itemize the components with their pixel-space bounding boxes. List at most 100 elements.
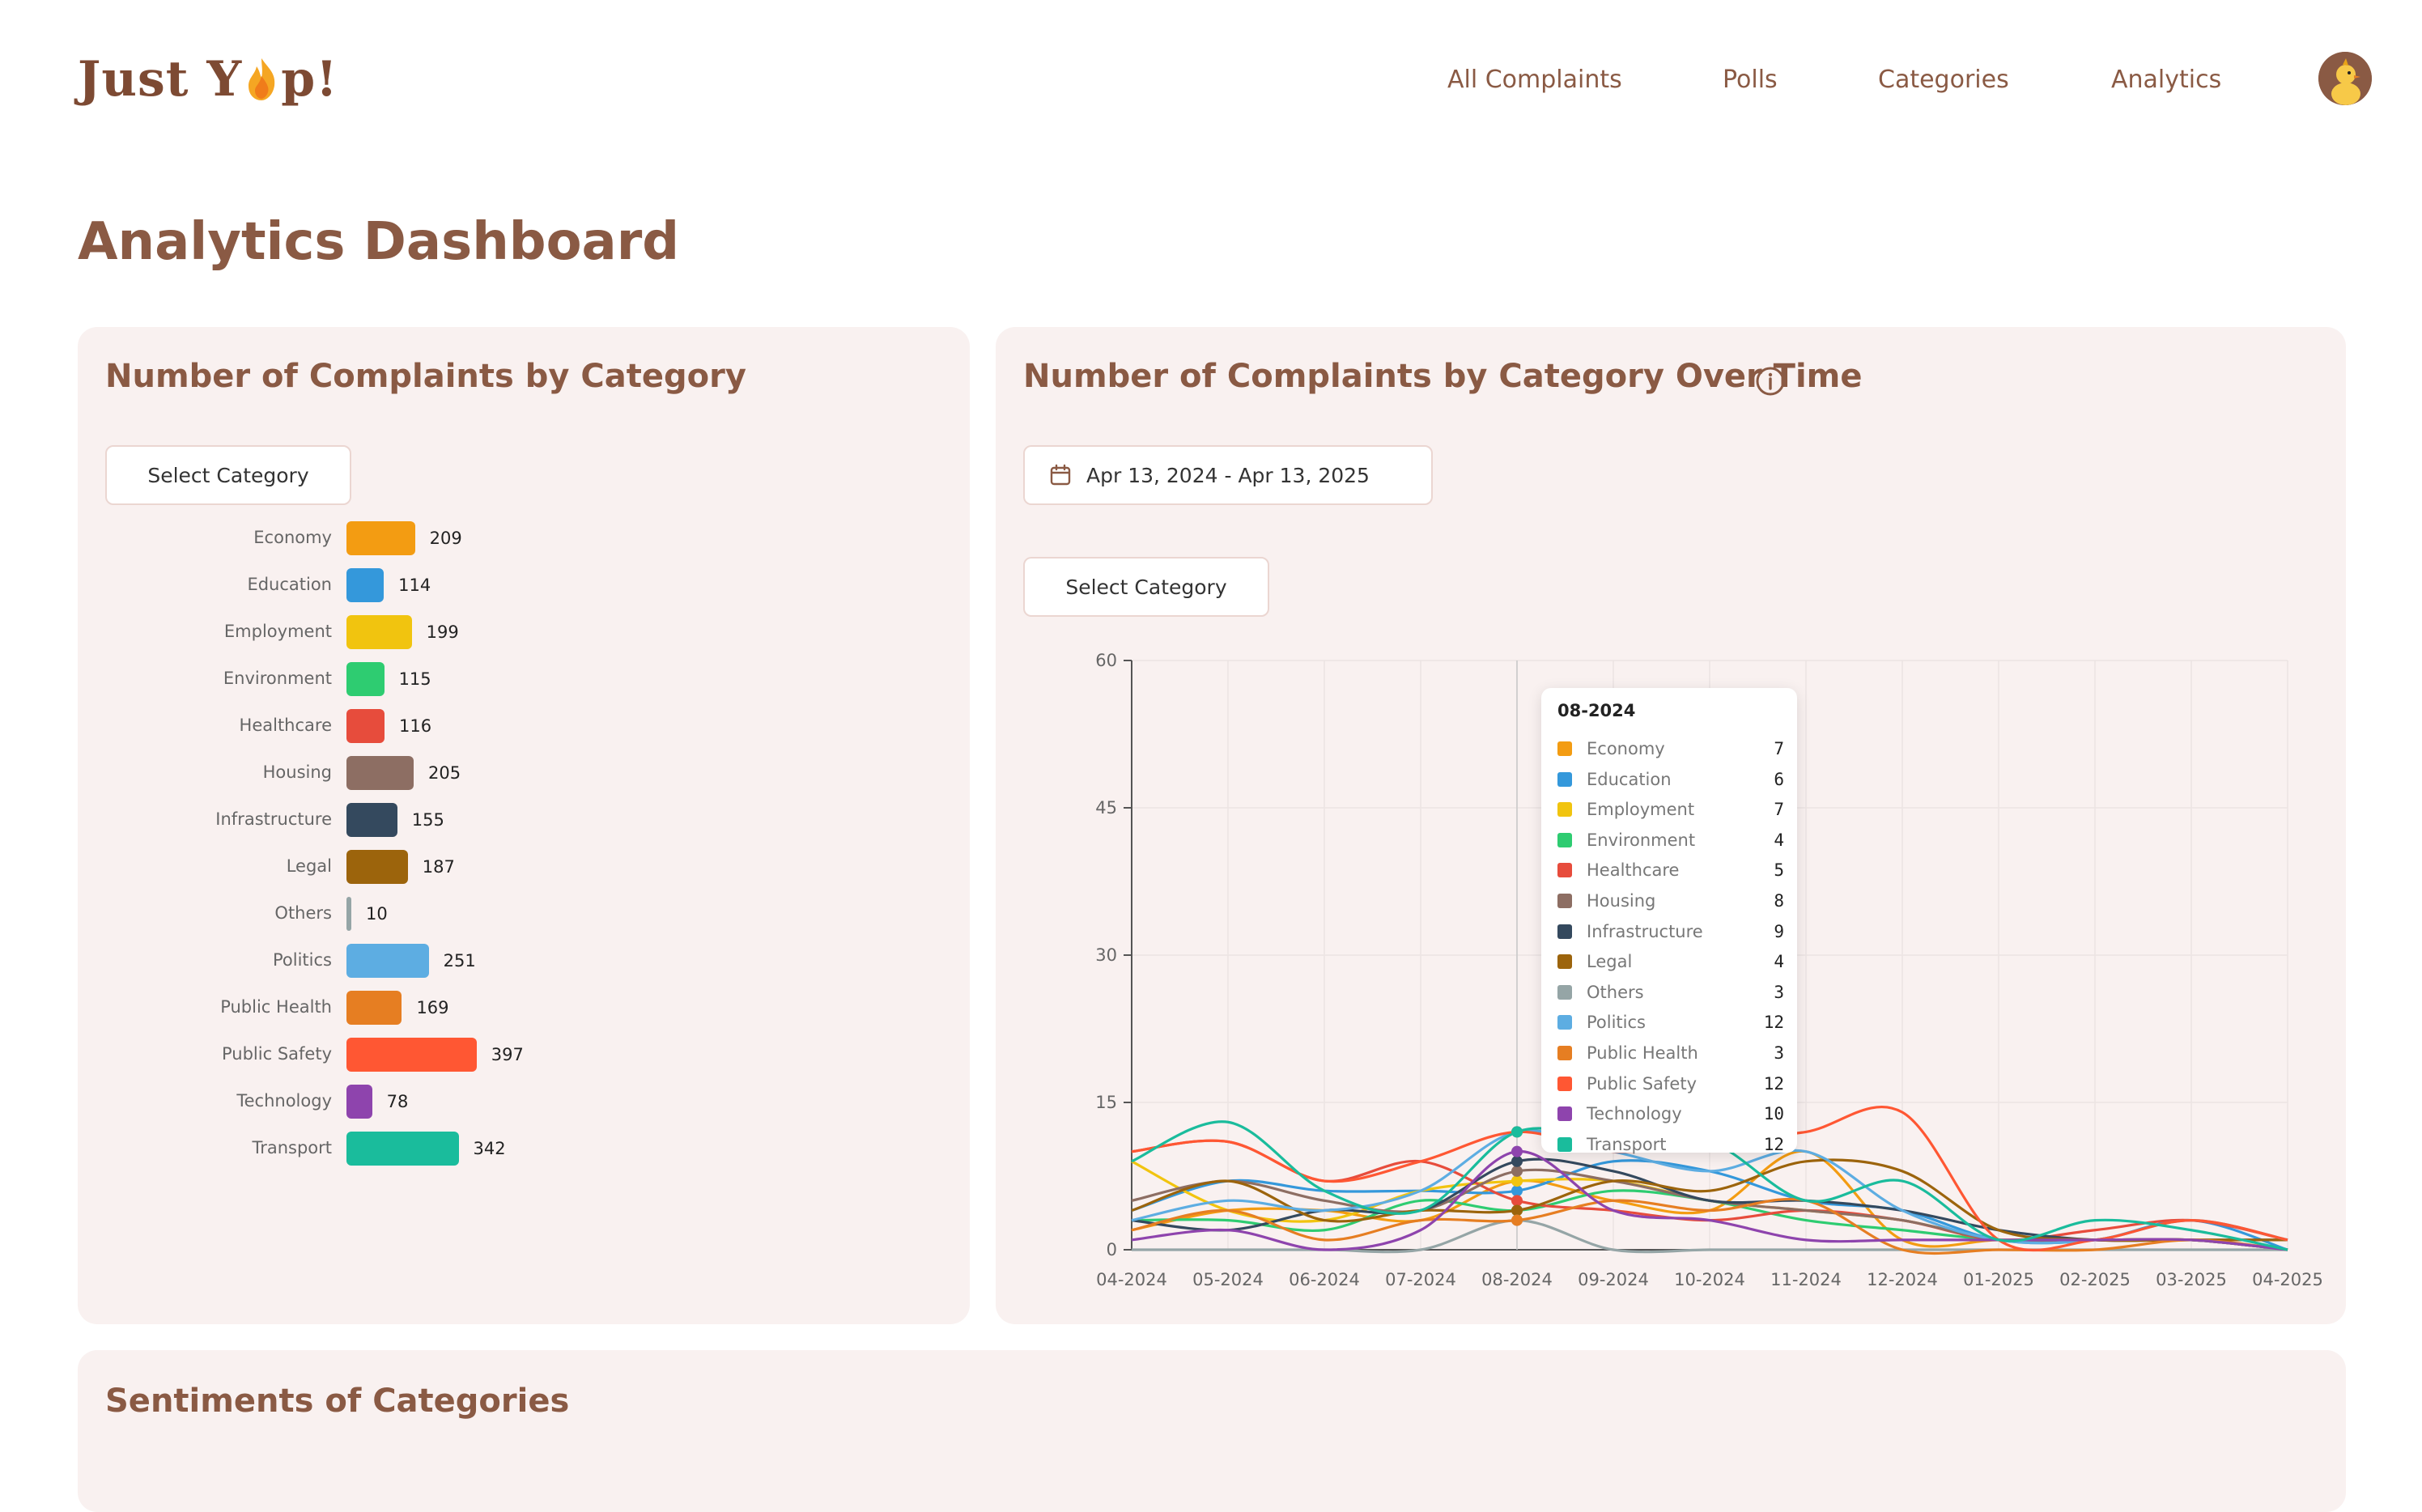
y-tick-label: 0	[1107, 1240, 1117, 1259]
series-line-technology	[1131, 1150, 2288, 1251]
legend-swatch	[1557, 832, 1572, 847]
tooltip-row-value: 12	[1763, 1073, 1784, 1094]
tooltip-row-label: Employment	[1587, 800, 1695, 820]
bar-value-label: 115	[398, 669, 431, 689]
bar-category-label: Healthcare	[239, 716, 332, 735]
bar-value-label: 116	[398, 716, 432, 736]
bar-infrastructure[interactable]	[346, 803, 397, 837]
bar-category-label: Education	[247, 575, 332, 594]
x-tick-label: 07-2024	[1385, 1270, 1456, 1289]
hover-point-housing	[1511, 1165, 1523, 1177]
bar-category-label: Transport	[252, 1138, 332, 1157]
calendar-icon	[1049, 464, 1072, 486]
tooltip-row: Transport 12	[1557, 1132, 1784, 1157]
tooltip-row-value: 9	[1774, 921, 1784, 941]
tooltip-row-label: Infrastructure	[1587, 921, 1703, 941]
tooltip-row-value: 8	[1774, 891, 1784, 911]
bar-public-safety[interactable]	[346, 1038, 477, 1072]
chart-tooltip: 08-2024 Economy 7 Education 6 Employment 7 Env…	[1541, 688, 1797, 1154]
x-tick-label: 11-2024	[1770, 1270, 1842, 1289]
complaints-by-category-card: Number of Complaints by Category Select …	[78, 327, 970, 1324]
tooltip-row-value: 5	[1774, 860, 1784, 881]
tooltip-row: Legal 4	[1557, 949, 1784, 974]
bar-technology[interactable]	[346, 1085, 372, 1119]
bar-category-label: Environment	[223, 669, 332, 688]
legend-swatch	[1557, 1106, 1572, 1122]
tooltip-row: Environment 4	[1557, 828, 1784, 852]
legend-swatch	[1557, 802, 1572, 818]
select-category-button[interactable]: Select Category	[1023, 557, 1269, 617]
tooltip-row-label: Politics	[1587, 1013, 1646, 1033]
x-tick-label: 04-2024	[1096, 1270, 1167, 1289]
tooltip-row: Economy 7	[1557, 737, 1784, 761]
tooltip-row-value: 7	[1774, 739, 1784, 758]
bar-legal[interactable]	[346, 850, 408, 884]
hover-point-education	[1511, 1185, 1523, 1197]
tooltip-row-value: 3	[1774, 1043, 1784, 1063]
x-tick-label: 04-2025	[2252, 1270, 2323, 1289]
bar-housing[interactable]	[346, 756, 414, 790]
bar-others[interactable]	[346, 897, 351, 931]
tooltip-row: Infrastructure 9	[1557, 920, 1784, 944]
flame-icon	[244, 57, 279, 102]
tooltip-row: Healthcare 5	[1557, 858, 1784, 882]
sentiments-card: Sentiments of Categories	[78, 1350, 2346, 1512]
legend-swatch	[1557, 954, 1572, 970]
bar-healthcare[interactable]	[346, 709, 385, 743]
hover-point-employment	[1511, 1175, 1523, 1187]
bar-category-label: Legal	[286, 856, 332, 876]
series-line-public-health	[1131, 1197, 2288, 1255]
bar-politics[interactable]	[346, 944, 429, 978]
tooltip-row: Housing 8	[1557, 889, 1784, 913]
legend-swatch	[1557, 863, 1572, 878]
nav-analytics[interactable]: Analytics	[2111, 65, 2222, 94]
bar-economy[interactable]	[346, 521, 415, 555]
date-range-text: Apr 13, 2024 - Apr 13, 2025	[1086, 463, 1370, 487]
logo[interactable]: Just Y p!	[78, 47, 338, 112]
logo-text-start: Just Y	[78, 51, 243, 108]
x-tick-label: 09-2024	[1578, 1270, 1649, 1289]
bar-education[interactable]	[346, 568, 385, 602]
tooltip-row-label: Others	[1587, 982, 1644, 1002]
tooltip-row: Public Safety 12	[1557, 1072, 1784, 1096]
legend-swatch	[1557, 771, 1572, 787]
legend-swatch	[1557, 894, 1572, 908]
date-range-picker[interactable]: Apr 13, 2024 - Apr 13, 2025	[1023, 445, 1433, 505]
tooltip-row-label: Public Safety	[1587, 1073, 1697, 1094]
bar-value-label: 199	[426, 622, 459, 642]
bar-public-health[interactable]	[346, 991, 402, 1025]
y-tick-label: 60	[1095, 651, 1117, 670]
select-category-button[interactable]: Select Category	[105, 445, 351, 505]
x-tick-label: 02-2025	[2059, 1270, 2131, 1289]
tooltip-row-value: 7	[1774, 800, 1784, 820]
tooltip-row: Technology 10	[1557, 1102, 1784, 1126]
tooltip-row-label: Public Health	[1587, 1043, 1698, 1063]
bar-value-label: 397	[491, 1045, 524, 1064]
info-icon[interactable]	[1755, 366, 1786, 397]
hover-point-healthcare	[1511, 1195, 1523, 1207]
bar-environment[interactable]	[346, 662, 385, 696]
tooltip-row-value: 3	[1774, 982, 1784, 1002]
user-avatar-icon	[2318, 52, 2372, 105]
card-title: Sentiments of Categories	[105, 1382, 570, 1420]
nav-all-complaints[interactable]: All Complaints	[1447, 65, 1622, 94]
tooltip-row-label: Healthcare	[1587, 860, 1680, 881]
tooltip-row-label: Economy	[1587, 739, 1665, 758]
tooltip-row-value: 10	[1763, 1104, 1784, 1124]
x-tick-label: 06-2024	[1289, 1270, 1360, 1289]
tooltip-row-label: Legal	[1587, 952, 1633, 972]
nav-categories[interactable]: Categories	[1878, 65, 2009, 94]
bar-value-label: 169	[416, 998, 449, 1017]
tooltip-row: Employment 7	[1557, 797, 1784, 822]
avatar[interactable]	[2318, 52, 2372, 105]
bar-employment[interactable]	[346, 615, 412, 649]
tooltip-row: Public Health 3	[1557, 1041, 1784, 1065]
tooltip-row-label: Housing	[1587, 891, 1656, 911]
bar-transport[interactable]	[346, 1132, 459, 1166]
y-tick-label: 15	[1095, 1093, 1117, 1112]
tooltip-row-value: 12	[1763, 1134, 1784, 1154]
bar-category-label: Public Safety	[222, 1044, 332, 1064]
nav-polls[interactable]: Polls	[1723, 65, 1778, 94]
bar-category-label: Public Health	[220, 997, 332, 1017]
y-tick-label: 30	[1095, 945, 1117, 965]
